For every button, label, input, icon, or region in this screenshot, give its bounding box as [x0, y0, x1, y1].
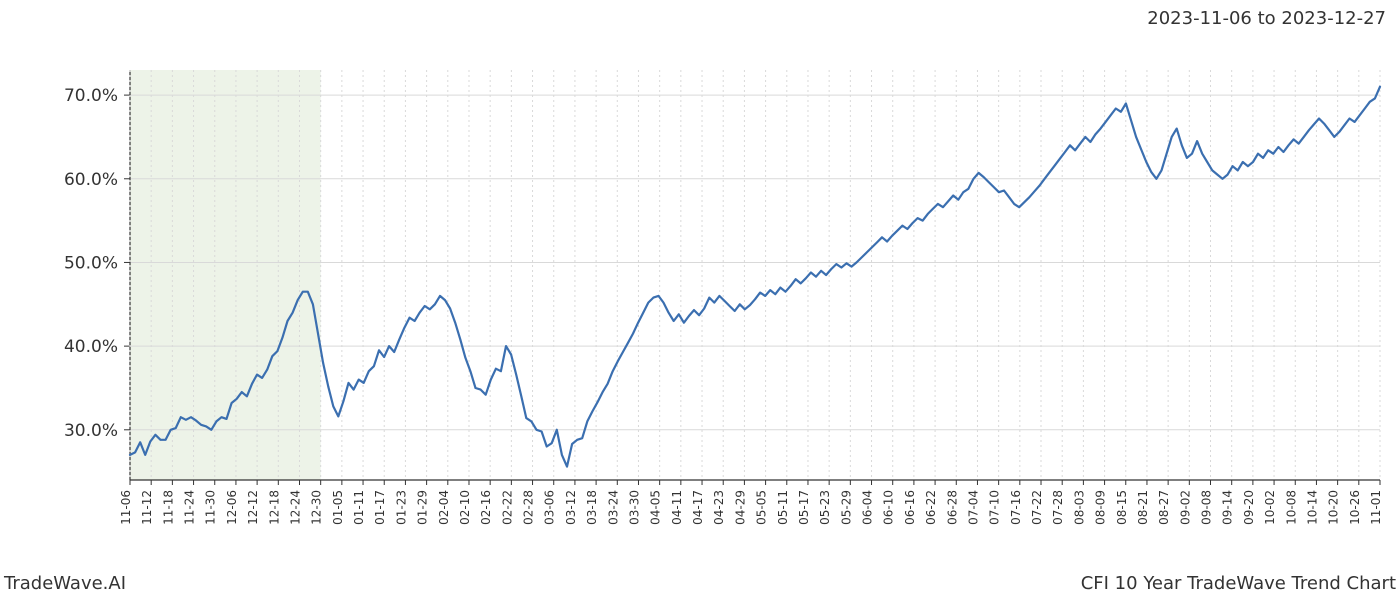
x-tick-label: 02-10	[458, 490, 472, 525]
x-tick-label: 10-02	[1263, 490, 1277, 525]
x-tick-label: 02-28	[522, 490, 536, 525]
x-tick-label: 08-09	[1094, 490, 1108, 525]
x-tick-label: 06-10	[882, 490, 896, 525]
trend-chart: 30.0% 40.0% 50.0% 60.0% 70.0% 11-06 11-12 11-18…	[0, 0, 1400, 600]
x-tick-label: 04-29	[733, 490, 747, 525]
x-tick-label: 07-22	[1030, 490, 1044, 525]
x-tick-label: 05-23	[818, 490, 832, 525]
x-tick-label: 11-30	[204, 490, 218, 525]
x-tick-label: 12-24	[288, 490, 302, 525]
x-tick-label: 11-01	[1369, 490, 1383, 525]
x-tick-label: 08-15	[1115, 490, 1129, 525]
x-tick-label: 07-16	[1009, 490, 1023, 525]
x-tick-label: 05-05	[755, 490, 769, 525]
x-tick-label: 04-17	[691, 490, 705, 525]
x-tick-label: 07-10	[988, 490, 1002, 525]
x-tick-label: 06-22	[924, 490, 938, 525]
y-tick-label: 60.0%	[64, 170, 118, 190]
x-tick-label: 03-06	[543, 490, 557, 525]
x-tick-label: 01-23	[394, 490, 408, 525]
chart-container: { "header": { "date_range": "2023-11-06 …	[0, 0, 1400, 600]
x-tick-label: 01-17	[373, 490, 387, 525]
chart-title: CFI 10 Year TradeWave Trend Chart	[1081, 573, 1396, 594]
x-tick-label: 06-28	[945, 490, 959, 525]
brand-label: TradeWave.AI	[4, 573, 126, 594]
x-tick-label: 07-04	[966, 490, 980, 525]
x-tick-label: 08-21	[1136, 490, 1150, 525]
x-tick-label: 10-26	[1348, 490, 1362, 525]
x-tick-label: 03-24	[606, 490, 620, 525]
x-tick-label: 05-17	[797, 490, 811, 525]
x-tick-label: 03-30	[627, 490, 641, 525]
x-tick-label: 12-12	[246, 490, 260, 525]
x-tick-label: 01-05	[331, 490, 345, 525]
x-tick-label: 04-11	[670, 490, 684, 525]
x-tick-label: 07-28	[1051, 490, 1065, 525]
x-tick-label: 11-18	[161, 490, 175, 525]
x-tick-label: 01-29	[416, 490, 430, 525]
x-tick-label: 01-11	[352, 490, 366, 525]
x-tick-label: 02-22	[500, 490, 514, 525]
y-tick-label: 70.0%	[64, 86, 118, 106]
y-tick-label: 40.0%	[64, 337, 118, 357]
x-tick-label: 03-18	[585, 490, 599, 525]
x-tick-label: 09-02	[1178, 490, 1192, 525]
x-tick-label: 05-11	[776, 490, 790, 525]
x-tick-label: 10-20	[1327, 490, 1341, 525]
x-tick-label: 02-16	[479, 490, 493, 525]
x-tick-label: 06-16	[903, 490, 917, 525]
x-tick-label: 12-18	[267, 490, 281, 525]
x-tick-label: 08-03	[1072, 490, 1086, 525]
date-range-label: 2023-11-06 to 2023-12-27	[1147, 8, 1386, 29]
x-tick-label: 09-08	[1200, 490, 1214, 525]
x-tick-label: 12-06	[225, 490, 239, 525]
x-tick-label: 04-23	[712, 490, 726, 525]
x-tick-label: 10-14	[1305, 490, 1319, 525]
x-tick-label: 11-24	[183, 490, 197, 525]
y-tick-label: 30.0%	[64, 421, 118, 441]
x-tick-label: 09-14	[1221, 490, 1235, 525]
x-tick-label: 04-05	[649, 490, 663, 525]
x-tick-label: 10-08	[1284, 490, 1298, 525]
x-tick-label: 08-27	[1157, 490, 1171, 525]
x-tick-label: 11-06	[119, 490, 133, 525]
y-tick-label: 50.0%	[64, 253, 118, 273]
x-tick-label: 09-20	[1242, 490, 1256, 525]
x-tick-label: 12-30	[310, 490, 324, 525]
x-tick-label: 02-04	[437, 490, 451, 525]
x-tick-label: 03-12	[564, 490, 578, 525]
x-tick-label: 11-12	[140, 490, 154, 525]
x-tick-label: 05-29	[839, 490, 853, 525]
x-tick-label: 06-04	[861, 490, 875, 525]
